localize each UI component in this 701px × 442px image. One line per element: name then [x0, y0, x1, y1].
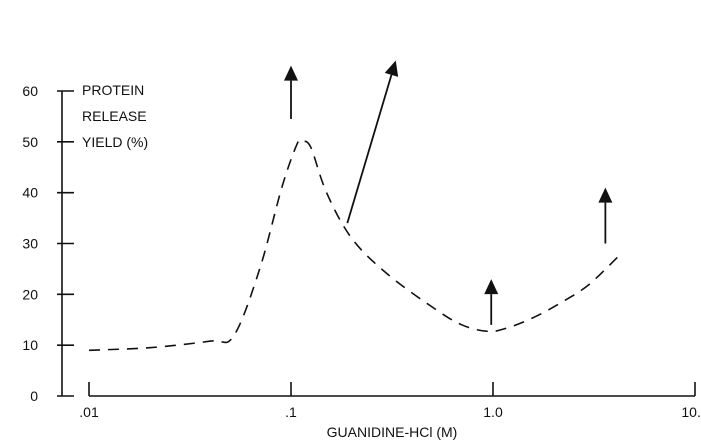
y-tick-label: 20 — [22, 286, 38, 302]
arrow-head — [484, 279, 499, 295]
x-tick-label: 10.0 — [681, 404, 701, 420]
y-axis-label-line-2: RELEASE — [82, 108, 147, 124]
y-tick-label: 50 — [22, 134, 38, 150]
y-axis-label-line-3: YIELD (%) — [82, 134, 148, 150]
arrow-head — [384, 60, 399, 77]
x-tick-label: .1 — [285, 404, 297, 420]
arrow-head — [598, 187, 613, 203]
x-axis-label: GUANIDINE-HCl (M) — [327, 424, 458, 440]
x-tick-label: 1.0 — [483, 404, 503, 420]
arrows — [284, 60, 613, 325]
y-tick-label: 60 — [22, 83, 38, 99]
y-tick-label: 10 — [22, 337, 38, 353]
y-tick-label: 0 — [30, 388, 38, 404]
y-axis-label-line-1: PROTEIN — [82, 82, 144, 98]
x-tick-label: .01 — [79, 404, 99, 420]
y-tick-label: 30 — [22, 236, 38, 252]
y-tick-label: 40 — [22, 185, 38, 201]
axes: 0 10 20 30 40 50 60 .01 .1 1.0 10.0 — [22, 83, 701, 420]
arrow-head — [284, 65, 298, 81]
labels: PROTEIN RELEASE YIELD (%) GUANIDINE-HCl … — [82, 82, 457, 440]
series — [88, 139, 622, 352]
arrow-shaft — [346, 74, 393, 224]
series-line — [88, 139, 622, 352]
